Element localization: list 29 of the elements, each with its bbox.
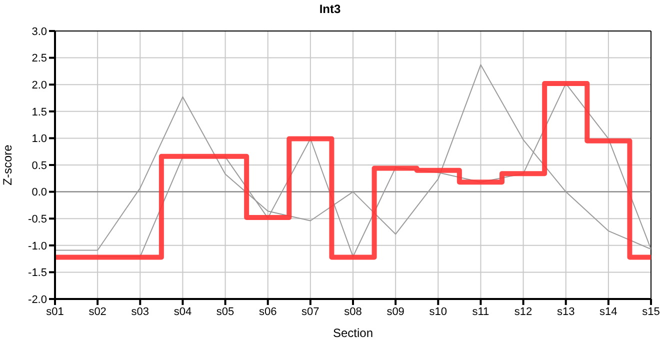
x-tick-label: s11 <box>472 306 490 318</box>
x-tick-label: s04 <box>174 306 192 318</box>
x-tick-label: s01 <box>46 306 64 318</box>
y-tick-label: -1.0 <box>28 240 47 252</box>
x-tick-label: s05 <box>216 306 234 318</box>
x-tick-label: s09 <box>386 306 404 318</box>
x-tick-label: s14 <box>600 306 618 318</box>
y-tick-label: 2.5 <box>32 52 47 65</box>
y-tick-label: 2.0 <box>32 80 47 92</box>
x-tick-label: s08 <box>344 306 362 318</box>
y-tick-label: 1.5 <box>32 106 47 118</box>
y-tick-label: -0.5 <box>28 214 47 226</box>
x-tick-label: s02 <box>88 306 106 318</box>
x-tick-label: s10 <box>429 306 448 318</box>
x-tick-label: s03 <box>131 306 150 318</box>
x-tick-label: s06 <box>258 306 277 318</box>
y-tick-label: -2.0 <box>28 294 47 306</box>
x-tick-label: s13 <box>556 306 575 318</box>
x-tick-label: s12 <box>514 306 532 318</box>
y-tick-label: 0.5 <box>32 160 47 172</box>
y-tick-label: 0.0 <box>32 186 47 199</box>
y-tick-label: 3.0 <box>32 26 47 38</box>
chart-title: Int3 <box>318 2 342 16</box>
y-axis-title: Z-score <box>0 144 14 186</box>
x-axis-title: Section <box>332 326 374 340</box>
y-tick-label: -1.5 <box>28 267 47 280</box>
x-tick-label: s07 <box>302 306 320 318</box>
y-tick-label: 1.0 <box>32 133 47 146</box>
x-tick-label: s15 <box>642 306 660 318</box>
